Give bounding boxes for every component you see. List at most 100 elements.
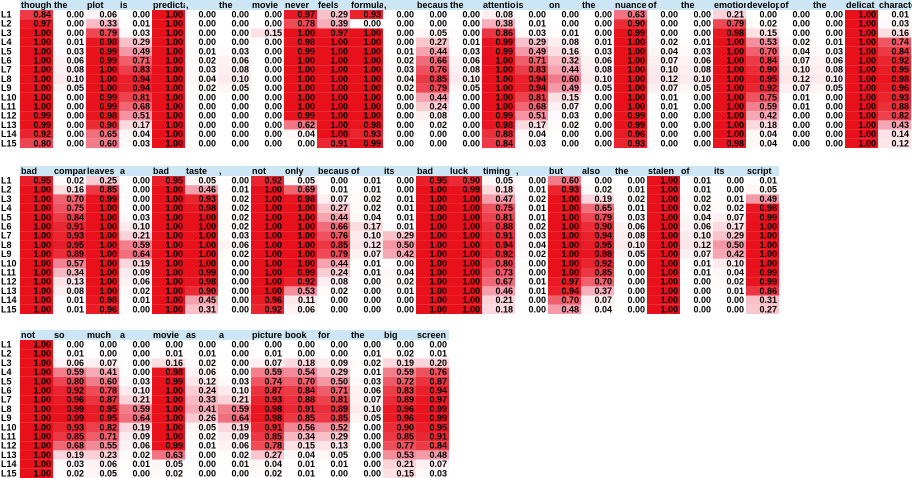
cell-value: 0.94 — [528, 74, 546, 84]
cell-value: 0.00 — [594, 9, 612, 19]
heat-cell — [548, 83, 581, 93]
heat-cell — [152, 120, 185, 130]
heat-cell — [53, 395, 86, 405]
heat-cell — [152, 395, 185, 405]
heat-cell — [317, 404, 350, 414]
heat-cell — [218, 74, 251, 84]
heat-cell — [350, 83, 383, 93]
heat-cell — [185, 432, 218, 442]
heat-cell — [548, 102, 581, 112]
cell-value: 1.00 — [33, 74, 51, 84]
heat-cell — [119, 240, 152, 250]
cell-value: 0.00 — [66, 111, 84, 121]
cell-value: 0.95 — [33, 175, 51, 185]
cell-value: 0.02 — [396, 349, 414, 359]
cell-value: 1.00 — [165, 46, 183, 56]
heat-cell — [713, 92, 746, 102]
heat-cell — [383, 249, 416, 259]
cell-value: 0.01 — [363, 258, 381, 268]
cell-value: 0.00 — [231, 277, 249, 287]
cell-value: 0.37 — [594, 286, 612, 296]
cell-value: 1.00 — [429, 277, 447, 287]
cell-value: 0.53 — [396, 450, 414, 460]
heat-cell — [119, 367, 152, 377]
token-label: , — [219, 166, 222, 176]
cell-value: 0.02 — [231, 203, 249, 213]
heat-cell — [878, 92, 911, 102]
heat-cell — [119, 231, 152, 241]
cell-value: 1.00 — [99, 258, 117, 268]
token-label: , — [384, 0, 387, 10]
heat-cell — [350, 295, 383, 305]
cell-value: 1.00 — [660, 258, 678, 268]
heat-cell — [317, 203, 350, 213]
heat-cell — [86, 19, 119, 29]
token-label: a — [120, 330, 126, 340]
heat-cell — [53, 349, 86, 359]
heat-cell — [779, 10, 812, 20]
heat-cell — [713, 194, 746, 204]
heat-cell — [119, 432, 152, 442]
token-label: also — [582, 166, 601, 176]
layer-label: L9 — [1, 413, 12, 423]
heat-cell — [647, 222, 680, 232]
cell-value: 0.00 — [693, 138, 711, 148]
cell-value: 1.00 — [297, 55, 315, 65]
heat-cell — [350, 176, 383, 186]
heat-cell — [119, 258, 152, 268]
heat-cell — [185, 340, 218, 350]
cell-value: 0.00 — [264, 138, 282, 148]
heat-cell — [86, 111, 119, 121]
heat-cell — [449, 28, 482, 38]
cell-value: 0.25 — [99, 175, 117, 185]
cell-value: 0.01 — [528, 212, 546, 222]
cell-value: 0.05 — [297, 175, 315, 185]
heat-cell — [284, 222, 317, 232]
token-label: timing — [483, 166, 510, 176]
heat-cell — [482, 249, 515, 259]
cell-value: 0.05 — [99, 468, 117, 478]
heat-cell — [548, 268, 581, 278]
heat-cell — [383, 37, 416, 47]
heat-cell — [482, 185, 515, 195]
cell-value: 1.00 — [759, 221, 777, 231]
header-cell — [251, 0, 284, 10]
heat-cell — [416, 102, 449, 112]
heat-cell — [482, 231, 515, 241]
cell-value: 1.00 — [627, 101, 645, 111]
heat-cell — [416, 56, 449, 66]
heat-cell — [548, 231, 581, 241]
cell-value: 1.00 — [561, 240, 579, 250]
heat-cell — [482, 37, 515, 47]
cell-value: 0.06 — [99, 459, 117, 469]
heat-cell — [383, 358, 416, 368]
heat-cell — [812, 28, 845, 38]
cell-value: 0.10 — [363, 404, 381, 414]
heat-cell — [119, 176, 152, 186]
cell-value: 0.91 — [264, 422, 282, 432]
heat-cell — [581, 295, 614, 305]
heat-cell — [845, 56, 878, 66]
heat-cell — [482, 286, 515, 296]
header-cell — [20, 330, 53, 340]
cell-value: 0.75 — [759, 92, 777, 102]
cell-value: 0.84 — [66, 212, 84, 222]
heat-cell — [449, 111, 482, 121]
heat-cell — [218, 185, 251, 195]
heat-cell — [218, 295, 251, 305]
heat-cell — [548, 222, 581, 232]
token-label: formula — [351, 0, 385, 10]
cell-value: 1.00 — [363, 101, 381, 111]
cell-value: 1.00 — [165, 286, 183, 296]
cell-value: 0.02 — [528, 221, 546, 231]
heat-cell — [746, 222, 779, 232]
heat-cell — [350, 74, 383, 84]
cell-value: 0.03 — [198, 65, 216, 75]
cell-value: 0.24 — [198, 385, 216, 395]
cell-value: 0.83 — [528, 65, 546, 75]
cell-value: 0.92 — [297, 277, 315, 287]
heat-cell — [53, 231, 86, 241]
cell-value: 0.00 — [462, 9, 480, 19]
heat-cell — [251, 240, 284, 250]
cell-value: 0.07 — [594, 295, 612, 305]
